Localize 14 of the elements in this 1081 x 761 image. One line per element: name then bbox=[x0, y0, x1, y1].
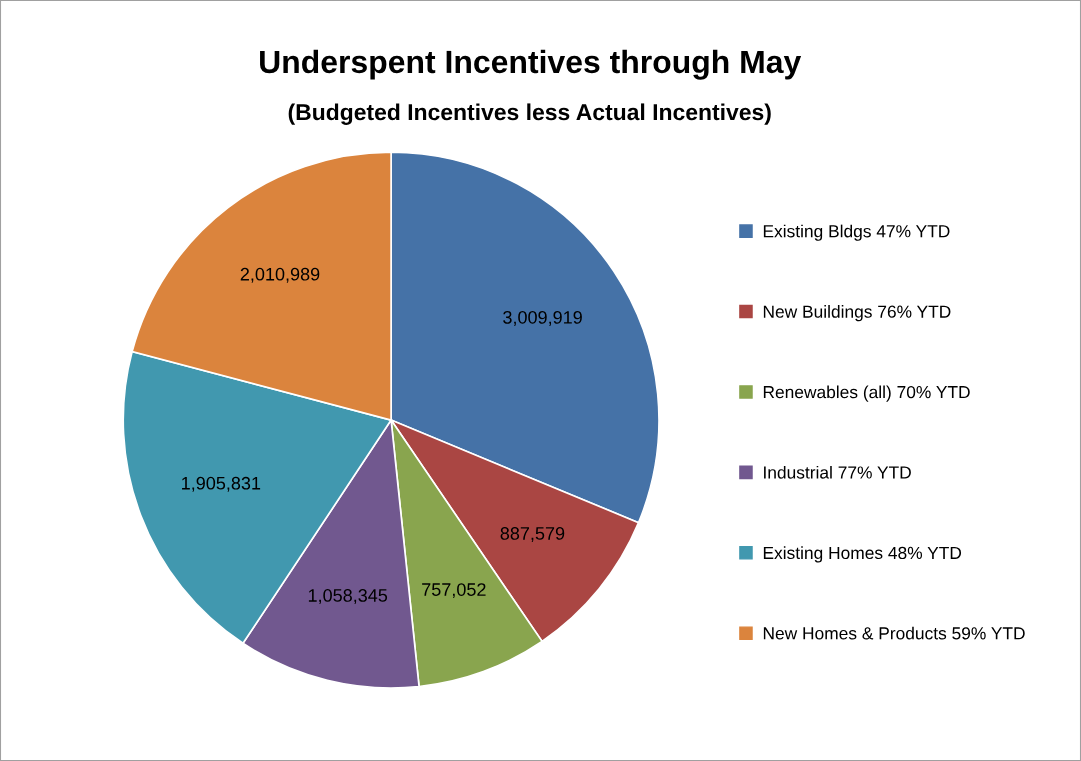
legend-label: Renewables (all) 70% YTD bbox=[763, 385, 970, 402]
chart-subtitle: (Budgeted Incentives less Actual Incentives) bbox=[288, 103, 771, 125]
legend-label: Existing Homes 48% YTD bbox=[763, 546, 962, 563]
data-label: 757,052 bbox=[422, 583, 486, 599]
data-label: 2,010,989 bbox=[240, 267, 320, 283]
legend-label: Industrial 77% YTD bbox=[764, 465, 911, 479]
data-label: 1,058,345 bbox=[308, 589, 388, 604]
legend-label: New Buildings 76% YTD bbox=[763, 305, 951, 322]
legend-label: New Homes & Products 59% YTD bbox=[763, 626, 1025, 640]
data-label: 887,579 bbox=[500, 527, 565, 542]
legend-label: Existing Bldgs 47% YTD bbox=[763, 224, 950, 241]
data-label: 1,905,831 bbox=[182, 476, 261, 492]
data-label: 3,009,919 bbox=[503, 310, 582, 326]
chart-title: Underspent Incentives through May bbox=[260, 49, 802, 80]
